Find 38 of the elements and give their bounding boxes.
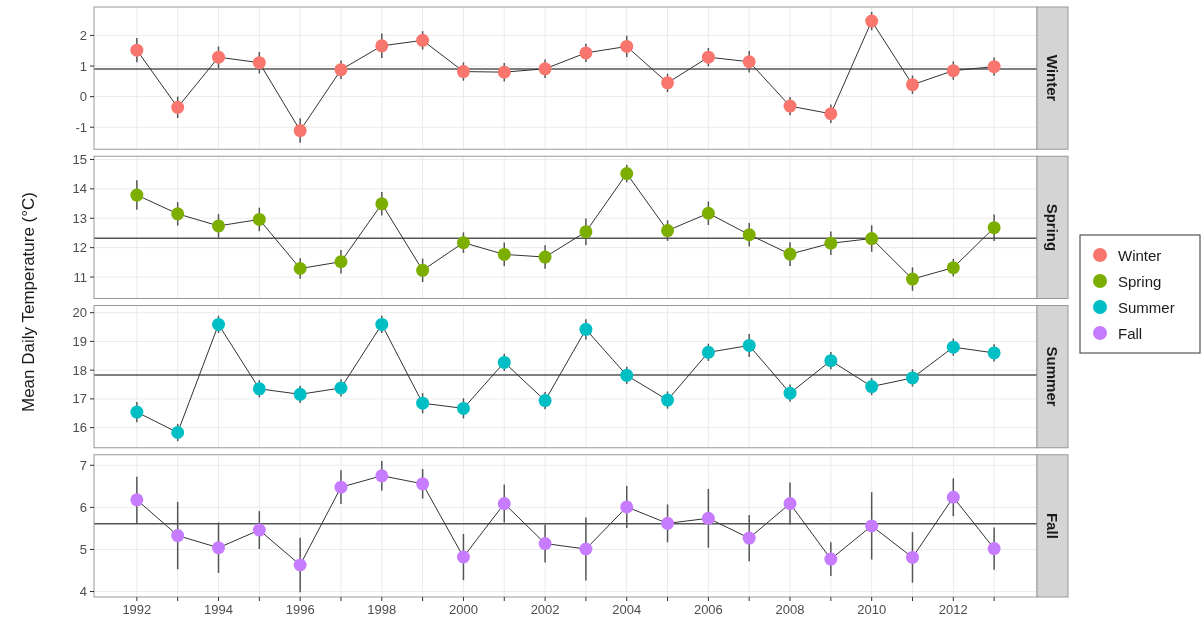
x-tick-label: 2010 <box>857 602 887 617</box>
y-tick-label: 15 <box>72 151 87 167</box>
y-tick-label: -1 <box>75 119 87 135</box>
x-tick-label: 1992 <box>122 602 152 617</box>
x-tick-label: 1994 <box>204 602 233 617</box>
y-tick-label: 17 <box>72 391 87 407</box>
legend-label: Fall <box>1118 324 1143 342</box>
legend-label: Summer <box>1118 298 1175 316</box>
y-tick-label: 1 <box>79 58 87 74</box>
y-tick-label: 6 <box>79 499 87 515</box>
x-tick-label: 2004 <box>612 602 642 617</box>
y-tick-label: 16 <box>72 420 87 436</box>
text: Spring <box>1044 203 1061 252</box>
text: Fall <box>1044 512 1061 539</box>
x-tick-label: 2000 <box>448 602 478 617</box>
y-tick-label: 11 <box>73 269 87 285</box>
y-tick-label: 5 <box>79 541 87 557</box>
legend-label: Winter <box>1118 246 1162 264</box>
text: Winter <box>1044 54 1061 102</box>
x-tick-label: 1996 <box>285 602 315 617</box>
y-tick-label: 0 <box>79 89 87 105</box>
y-tick-label: 20 <box>72 305 87 321</box>
legend-label: Spring <box>1118 272 1162 290</box>
x-tick-label: 2006 <box>693 602 723 617</box>
y-tick-label: 19 <box>72 333 87 349</box>
y-tick-label: 2 <box>79 27 87 43</box>
x-tick-label: 2012 <box>938 602 968 617</box>
x-tick-label: 2002 <box>530 602 560 617</box>
y-tick-label: 12 <box>72 240 87 256</box>
y-tick-label: 14 <box>72 181 87 197</box>
text: Summer <box>1044 346 1061 407</box>
y-tick-label: 4 <box>79 584 87 600</box>
y-tick-label: 18 <box>72 362 87 378</box>
x-tick-label: 1998 <box>367 602 397 617</box>
y-axis-title: Mean Daily Temperature (°C) <box>18 191 38 413</box>
x-tick-label: 2008 <box>775 602 805 617</box>
y-tick-label: 7 <box>79 457 87 473</box>
y-tick-label: 13 <box>72 210 87 226</box>
